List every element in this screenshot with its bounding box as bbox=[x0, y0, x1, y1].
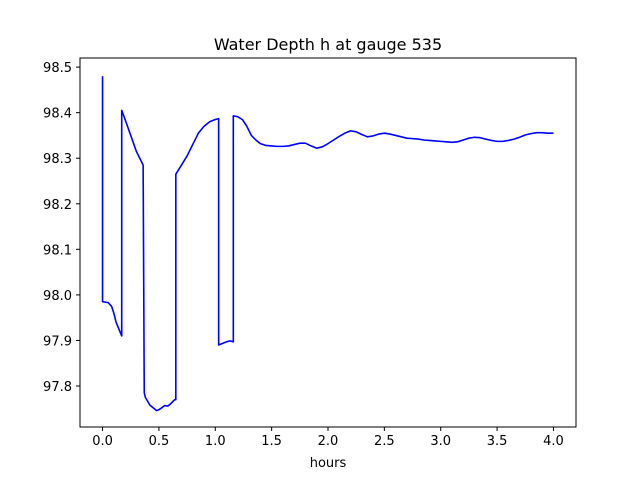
y-tick-label: 98.2 bbox=[43, 198, 72, 213]
series-layer bbox=[101, 76, 554, 412]
chart-title: Water Depth h at gauge 535 bbox=[214, 35, 442, 54]
x-tick-label: 1.5 bbox=[261, 434, 282, 449]
x-tick-label: 3.0 bbox=[430, 434, 451, 449]
series-line-0 bbox=[101, 76, 554, 412]
y-tick-label: 98.5 bbox=[43, 61, 72, 76]
y-tick-label: 98.0 bbox=[43, 289, 72, 304]
x-tick-label: 0.5 bbox=[149, 434, 170, 449]
y-tick-label: 98.1 bbox=[43, 243, 72, 258]
x-tick-label: 2.0 bbox=[318, 434, 339, 449]
y-tick-label: 97.9 bbox=[43, 334, 72, 349]
x-tick-label: 3.5 bbox=[487, 434, 508, 449]
x-tick-label: 2.5 bbox=[374, 434, 395, 449]
y-axis: 97.8 97.9 98.0 98.1 98.2 98.3 98.4 98.5 bbox=[43, 61, 80, 395]
x-tick-label: 4.0 bbox=[543, 434, 564, 449]
y-tick-label: 98.3 bbox=[43, 152, 72, 167]
x-axis: 0.0 0.5 1.0 1.5 2.0 2.5 3.0 3.5 4.0 bbox=[92, 427, 564, 449]
x-tick-label: 1.0 bbox=[205, 434, 226, 449]
plot-frame bbox=[79, 57, 577, 428]
x-tick-label: 0.0 bbox=[92, 434, 113, 449]
y-tick-label: 98.4 bbox=[43, 107, 72, 122]
x-axis-title: hours bbox=[310, 456, 347, 471]
y-tick-label: 97.8 bbox=[43, 380, 72, 395]
